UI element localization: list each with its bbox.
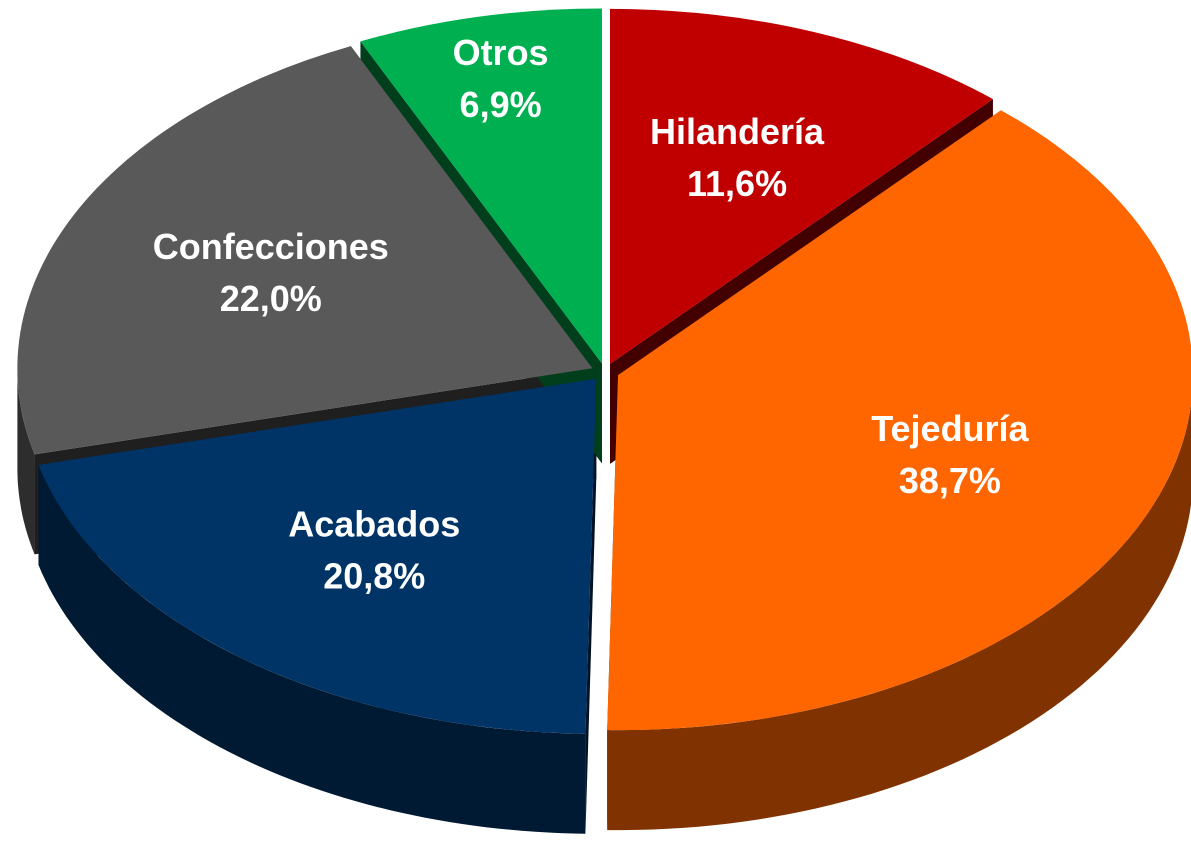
slice-label: Hilandería <box>650 111 825 152</box>
slice-value-label: 22,0% <box>220 278 322 319</box>
slice-value-label: 6,9% <box>460 84 542 125</box>
slice <box>609 8 993 364</box>
slice-value-label: 38,7% <box>899 460 1001 501</box>
slice <box>17 46 593 455</box>
slice-label: Tejeduría <box>871 408 1029 449</box>
slice-label: Acabados <box>288 503 460 544</box>
slice-wall <box>607 404 1191 831</box>
slice <box>360 8 602 364</box>
slice-label: Confecciones <box>153 226 389 267</box>
slice-label: Otros <box>453 32 549 73</box>
slice-value-label: 20,8% <box>323 555 425 596</box>
slice <box>607 110 1191 731</box>
slice-wall <box>17 368 35 555</box>
slice-wall <box>38 464 586 834</box>
slice-value-label: 11,6% <box>687 163 787 204</box>
slice-edge <box>585 378 597 834</box>
slice <box>38 378 597 734</box>
